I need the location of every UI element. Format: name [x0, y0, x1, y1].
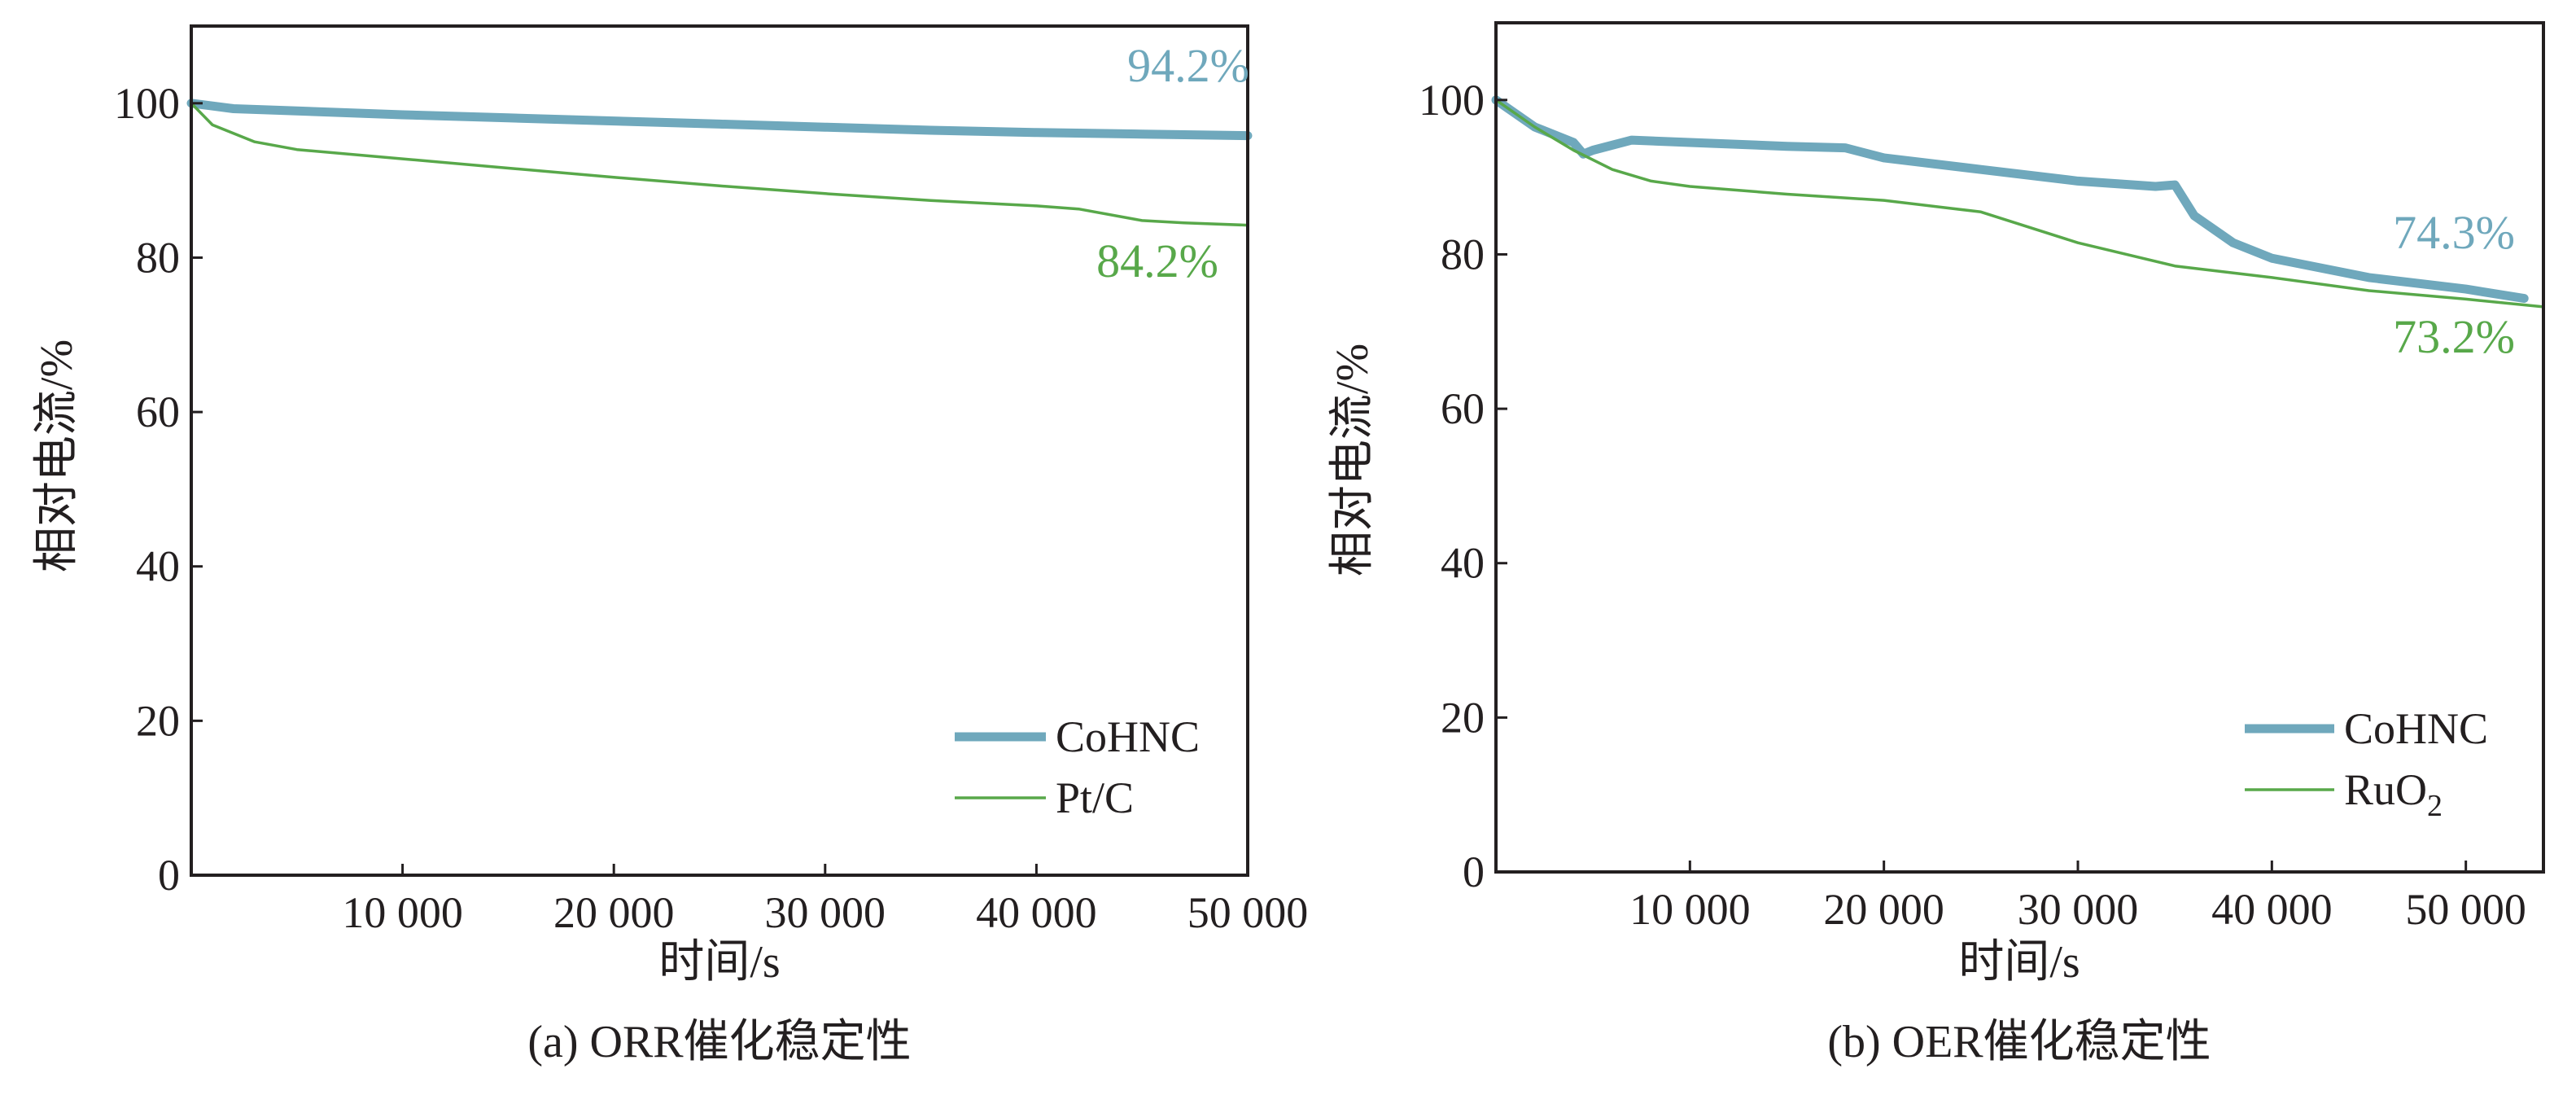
y-tick-label: 60: [1441, 384, 1485, 433]
chart-panel-orr: 相对电流/% 0 20 40 60 80 100 10 000 20 000 30 000 40 …: [32, 24, 1309, 1067]
y-tick-label: 80: [1441, 230, 1485, 278]
series-line-cohnc: [186, 99, 1253, 141]
caption-orr: (a) ORR催化稳定性: [527, 1017, 911, 1067]
y-tick-label: 0: [1463, 848, 1485, 896]
legend-label-cohnc: CoHNC: [2344, 704, 2488, 753]
legend-label-ptc: Pt/C: [1056, 773, 1134, 822]
x-tick-label: 30 000: [2018, 885, 2139, 934]
x-tick-label: 50 000: [1187, 888, 1309, 937]
y-tick-label: 80: [136, 233, 180, 282]
x-tick-label: 40 000: [976, 888, 1097, 937]
legend-oer: CoHNC RuO2: [2245, 704, 2488, 823]
x-tick-label: 20 000: [1823, 885, 1944, 934]
legend-label-cohnc: CoHNC: [1056, 712, 1200, 761]
ruo2-end-value-oer: 73.2%: [2393, 310, 2515, 363]
ptc-end-value-orr: 84.2%: [1096, 234, 1218, 287]
y-tick-label: 20: [136, 696, 180, 745]
y-axis-label-orr: 相对电流/%: [32, 339, 82, 572]
legend-label-ruo2: RuO2: [2344, 765, 2443, 823]
x-axis-label-oer: 时间/s: [1958, 937, 2080, 988]
x-tick-label: 40 000: [2211, 885, 2333, 934]
series-line-ptc: [190, 102, 1249, 227]
x-axis-label-orr: 时间/s: [658, 937, 780, 988]
y-axis-label-oer: 相对电流/%: [1327, 344, 1378, 576]
y-tick-label: 100: [114, 79, 180, 128]
x-tick-label: 20 000: [553, 888, 675, 937]
x-tick-label: 10 000: [342, 888, 463, 937]
series-line-ruo2: [1494, 99, 2545, 309]
x-tick-label: 10 000: [1629, 885, 1751, 934]
chart-panel-oer: 相对电流/% 0 20 40 60 80 100 10 000 20 000 30 000 40 …: [1327, 21, 2545, 1067]
x-tick-label: 30 000: [765, 888, 886, 937]
series-line-cohnc: [1491, 95, 2529, 303]
y-tick-label: 60: [136, 388, 180, 436]
y-tick-label: 0: [158, 851, 180, 900]
y-tick-label: 40: [1441, 539, 1485, 588]
plot-frame-orr: [190, 24, 1249, 877]
cohnc-end-value-orr: 94.2%: [1127, 39, 1249, 92]
y-tick-label: 100: [1419, 76, 1485, 125]
legend-orr: CoHNC Pt/C: [955, 712, 1200, 822]
plot-frame-oer: [1494, 21, 2545, 874]
caption-oer: (b) OER催化稳定性: [1827, 1017, 2211, 1067]
cohnc-end-value-oer: 74.3%: [2393, 206, 2515, 259]
y-tick-label: 20: [1441, 693, 1485, 742]
y-tick-label: 40: [136, 542, 180, 591]
x-tick-label: 50 000: [2405, 885, 2526, 934]
